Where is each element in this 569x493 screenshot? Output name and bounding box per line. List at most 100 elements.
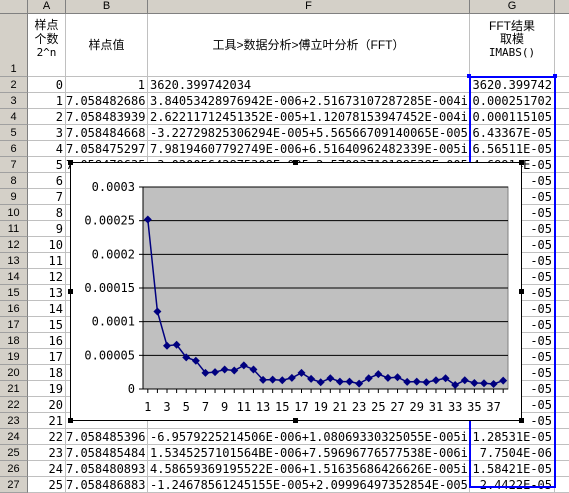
cell-sample-index[interactable]: 1 — [28, 93, 66, 109]
selection-handle-tl[interactable] — [467, 74, 471, 78]
cell-empty[interactable] — [555, 333, 569, 349]
fft-chart[interactable]: 0 0.00005 0.0001 0.00015 0.0002 0.00025 0.0003… — [70, 162, 522, 421]
row-header[interactable]: 15 — [0, 285, 28, 301]
row-header[interactable]: 4 — [0, 109, 28, 125]
chart-handle-ml[interactable] — [68, 289, 73, 294]
row-header[interactable]: 9 — [0, 189, 28, 205]
row-header[interactable]: 25 — [0, 445, 28, 461]
cell-empty[interactable] — [555, 365, 569, 381]
cell-fft-result[interactable]: -6.9579225214506E-006+1.08069330325055E-… — [148, 429, 470, 445]
cell-sample-index[interactable]: 25 — [28, 477, 66, 493]
row-header[interactable]: 24 — [0, 429, 28, 445]
chart-handle-tm[interactable] — [293, 160, 298, 165]
cell-sample-value[interactable] — [66, 413, 148, 429]
cell-sample-index[interactable]: 13 — [28, 285, 66, 301]
cell-sample-value[interactable]: 1 — [66, 77, 148, 93]
cell-sample-index[interactable]: 19 — [28, 381, 66, 397]
cell-sample-index[interactable]: 5 — [28, 157, 66, 173]
chart-handle-mr[interactable] — [519, 289, 524, 294]
cell-fft-result[interactable]: 1.5345257101564BE-006+7.59696776577538E-… — [148, 445, 470, 461]
cell-sample-value[interactable]: 7.058483939 — [66, 109, 148, 125]
cell-fft-abs[interactable]: 0.000251702 — [470, 93, 555, 109]
cell-fft-abs[interactable]: 3620.399742 — [470, 77, 555, 93]
header-cell-fft[interactable]: 工具>数据分析>傅立叶分析（FFT） — [148, 14, 470, 77]
row-header[interactable]: 16 — [0, 301, 28, 317]
col-header-b[interactable]: B — [66, 0, 148, 14]
row-header[interactable]: 12 — [0, 237, 28, 253]
col-header-f[interactable]: F — [148, 0, 470, 14]
cell-fft-abs[interactable]: 6.56511E-05 — [470, 141, 555, 157]
cell-fft-result[interactable]: 7.98194607792749E-006+6.51640962482339E-… — [148, 141, 470, 157]
cell-empty[interactable] — [555, 109, 569, 125]
cell-empty[interactable] — [555, 173, 569, 189]
cell-empty[interactable] — [555, 461, 569, 477]
cell-fft-abs[interactable]: 6.43367E-05 — [470, 125, 555, 141]
cell-sample-index[interactable]: 0 — [28, 77, 66, 93]
row-header[interactable]: 11 — [0, 221, 28, 237]
cell-empty[interactable] — [555, 477, 569, 493]
cell-empty[interactable] — [555, 381, 569, 397]
select-all-corner[interactable] — [0, 0, 28, 14]
cell-empty[interactable] — [555, 397, 569, 413]
cell-sample-index[interactable]: 16 — [28, 333, 66, 349]
cell-sample-value[interactable]: 7.058475297 — [66, 141, 148, 157]
row-header[interactable]: 17 — [0, 317, 28, 333]
cell-empty[interactable] — [555, 189, 569, 205]
cell-empty[interactable] — [555, 317, 569, 333]
row-header-1[interactable]: 1 — [0, 14, 28, 77]
row-header[interactable]: 7 — [0, 157, 28, 173]
cell-empty[interactable] — [555, 77, 569, 93]
row-header[interactable]: 20 — [0, 365, 28, 381]
chart-handle-tl[interactable] — [68, 160, 73, 165]
header-cell-empty[interactable] — [555, 14, 569, 77]
cell-sample-index[interactable]: 23 — [28, 445, 66, 461]
cell-fft-result[interactable]: 3620.399742034 — [148, 77, 470, 93]
cell-sample-index[interactable]: 18 — [28, 365, 66, 381]
cell-sample-index[interactable]: 7 — [28, 189, 66, 205]
cell-sample-index[interactable]: 11 — [28, 253, 66, 269]
cell-sample-value[interactable]: 7.058484668 — [66, 125, 148, 141]
cell-empty[interactable] — [555, 221, 569, 237]
cell-sample-value[interactable]: 7.058485396 — [66, 429, 148, 445]
row-header[interactable]: 8 — [0, 173, 28, 189]
cell-sample-index[interactable]: 6 — [28, 173, 66, 189]
cell-empty[interactable] — [555, 253, 569, 269]
cell-sample-index[interactable]: 14 — [28, 301, 66, 317]
chart-handle-bm[interactable] — [293, 418, 298, 423]
header-cell-sample-count[interactable]: 样点 个数 2^n — [28, 14, 66, 77]
col-header-next[interactable] — [555, 0, 569, 14]
cell-sample-index[interactable]: 4 — [28, 141, 66, 157]
cell-sample-index[interactable]: 17 — [28, 349, 66, 365]
cell-empty[interactable] — [555, 429, 569, 445]
row-header[interactable]: 14 — [0, 269, 28, 285]
col-header-g[interactable]: G — [470, 0, 555, 14]
cell-sample-index[interactable]: 24 — [28, 461, 66, 477]
cell-sample-index[interactable]: 10 — [28, 237, 66, 253]
selection-handle-tr[interactable] — [553, 74, 557, 78]
cell-sample-value[interactable]: 7.058486883 — [66, 477, 148, 493]
cell-sample-index[interactable]: 2 — [28, 109, 66, 125]
cell-empty[interactable] — [555, 349, 569, 365]
header-cell-fft-abs[interactable]: FFT结果 取模 IMABS() — [470, 14, 555, 77]
cell-fft-result[interactable]: 4.58659369195522E-006+1.51635686426626E-… — [148, 461, 470, 477]
cell-fft-abs[interactable]: 2.4422E-05 — [470, 477, 555, 493]
chart-handle-br[interactable] — [519, 418, 524, 423]
row-header[interactable]: 3 — [0, 93, 28, 109]
row-header[interactable]: 2 — [0, 77, 28, 93]
row-header[interactable]: 26 — [0, 461, 28, 477]
cell-fft-abs[interactable]: 7.7504E-06 — [470, 445, 555, 461]
cell-empty[interactable] — [555, 445, 569, 461]
cell-fft-abs[interactable]: 0.000115105 — [470, 109, 555, 125]
row-header[interactable]: 6 — [0, 141, 28, 157]
row-header[interactable]: 5 — [0, 125, 28, 141]
cell-sample-value[interactable]: 7.058482686 — [66, 93, 148, 109]
chart-handle-bl[interactable] — [68, 418, 73, 423]
cell-empty[interactable] — [555, 157, 569, 173]
cell-empty[interactable] — [555, 205, 569, 221]
row-header[interactable]: 21 — [0, 381, 28, 397]
cell-sample-index[interactable]: 20 — [28, 397, 66, 413]
cell-fft-result[interactable]: 2.62211712451352E-005+1.12078153947452E-… — [148, 109, 470, 125]
cell-empty[interactable] — [555, 125, 569, 141]
row-header[interactable]: 19 — [0, 349, 28, 365]
cell-empty[interactable] — [555, 285, 569, 301]
